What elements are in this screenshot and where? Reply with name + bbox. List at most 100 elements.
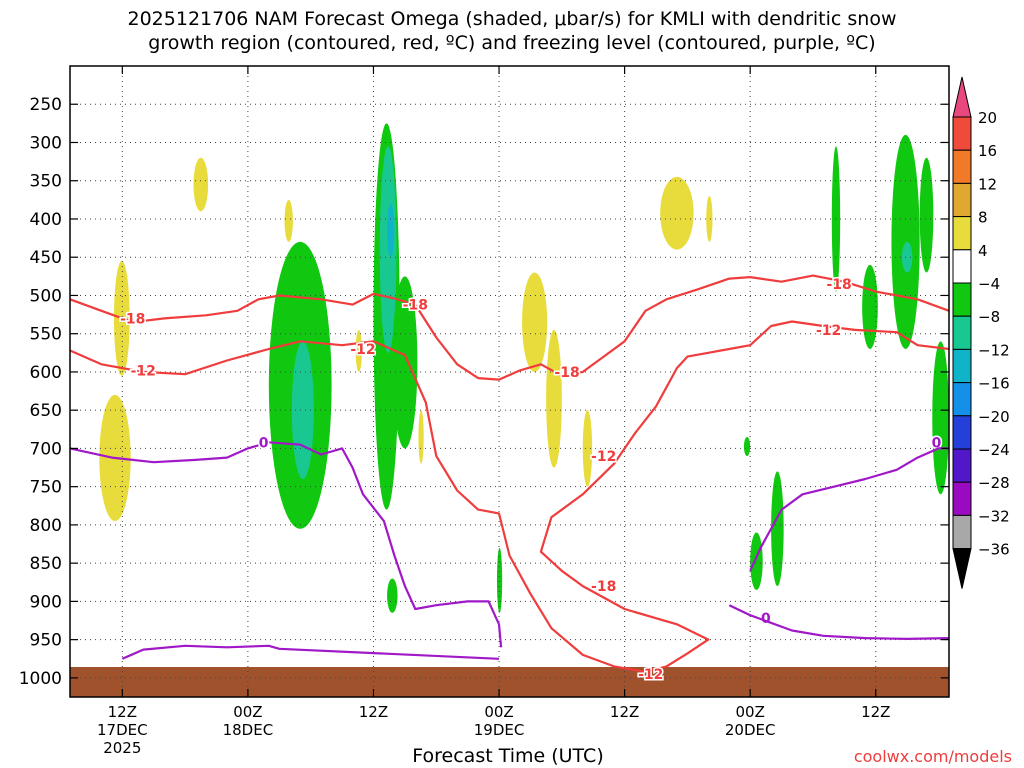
chart-title-line1: 2025121706 NAM Forecast Omega (shaded, μ… — [127, 8, 897, 30]
contour--18 — [69, 274, 950, 381]
omega-region-8 — [379, 146, 397, 353]
omega-region-23 — [862, 264, 878, 349]
colorbar-bin-11 — [952, 481, 972, 516]
x-axis-label: Forecast Time (UTC) — [412, 745, 603, 767]
colorbar-label-7: −12 — [978, 341, 1010, 359]
contour-label--12-0: -12 — [131, 363, 156, 379]
x-tick-label-72-1: 20DEC — [725, 721, 776, 739]
colorbar-label-11: −28 — [978, 474, 1010, 492]
omega-region-16 — [582, 410, 593, 487]
x-tick-label-12-0: 12Z — [108, 703, 137, 721]
colorbar-bin-0 — [952, 116, 972, 151]
colorbar-bin-8 — [952, 382, 972, 417]
y-tick-label-650: 650 — [30, 401, 62, 421]
omega-region-11 — [387, 578, 398, 613]
colorbar-bin-10 — [952, 448, 972, 483]
omega-region-18 — [706, 196, 713, 242]
plot-frame — [69, 65, 950, 698]
x-tick-label-60-0: 12Z — [610, 703, 639, 721]
omega-region-20 — [750, 532, 763, 590]
contour-label--18-0: -18 — [120, 311, 145, 327]
y-tick-label-450: 450 — [30, 248, 62, 268]
omega-region-19 — [743, 436, 751, 457]
contours: -18-18-18-18-18-12-12-12-12-120 00 — [69, 274, 950, 685]
omega-region-17 — [660, 176, 694, 250]
contour-label--18-1: -18 — [403, 298, 428, 314]
colorbar-top-arrow — [952, 76, 972, 118]
omega-region-6 — [355, 329, 362, 372]
contour-label--18-4: -18 — [591, 579, 616, 595]
colorbar-bottom-arrow — [952, 548, 972, 589]
colorbar-label-5: −4 — [978, 275, 1000, 293]
y-tick-label-500: 500 — [30, 286, 62, 306]
chart-title-line2: growth region (contoured, red, ºC) and f… — [148, 32, 876, 54]
colorbar-bin-5 — [952, 282, 972, 317]
omega-region-26 — [919, 157, 934, 273]
x-tick-label-84-0: 12Z — [861, 703, 890, 721]
colorbar-label-8: −16 — [978, 375, 1010, 393]
colorbar-label-13: −36 — [978, 541, 1010, 559]
y-tick-label-550: 550 — [30, 325, 62, 345]
colorbar-label-1: 16 — [978, 142, 997, 160]
omega-region-25 — [901, 241, 913, 273]
omega-region-12 — [418, 410, 424, 464]
y-tick-label-800: 800 — [30, 516, 62, 536]
omega-region-3 — [284, 199, 293, 242]
x-tick-label-48-0: 00Z — [484, 703, 513, 721]
colorbar-label-4: 4 — [978, 242, 988, 260]
credit-text: coolwx.com/models — [854, 747, 1012, 766]
colorbar-label-10: −24 — [978, 441, 1010, 459]
x-tick-label-12-1: 17DEC — [97, 721, 148, 739]
omega-region-14 — [522, 272, 548, 372]
terrain-ground — [70, 667, 949, 697]
x-tick-label-24-1: 18DEC — [223, 721, 274, 739]
contour--12 — [69, 320, 950, 673]
colorbar-label-12: −32 — [978, 507, 1010, 525]
contour-label-0-2: 0 — [761, 611, 771, 627]
colorbar-bin-12 — [952, 514, 972, 550]
y-tick-label-350: 350 — [30, 172, 62, 192]
omega-region-24 — [891, 134, 920, 349]
grid — [70, 66, 949, 697]
x-tick-label-12-2: 2025 — [103, 739, 141, 757]
contour-label--18-3: -18 — [826, 277, 851, 293]
colorbar-bin-4 — [952, 249, 972, 284]
y-tick-label-300: 300 — [30, 133, 62, 153]
omega-region-2 — [193, 157, 209, 212]
x-tick-label-24-0: 00Z — [233, 703, 262, 721]
contour-label-0-0: 0 — [259, 435, 269, 451]
omega-region-15 — [546, 329, 562, 468]
contour-label--18-2: -18 — [554, 365, 579, 381]
omega-region-9 — [387, 203, 395, 258]
omega-region-10 — [392, 276, 418, 449]
x-tick-label-72-0: 00Z — [735, 703, 764, 721]
y-tick-label-1000: 1000 — [19, 669, 62, 689]
colorbar-label-6: −8 — [978, 308, 1000, 326]
y-tick-label-400: 400 — [30, 210, 62, 230]
y-tick-label-700: 700 — [30, 439, 62, 459]
colorbar-bin-1 — [952, 149, 972, 184]
contour-0 — [69, 441, 503, 648]
colorbar-bin-9 — [952, 415, 972, 450]
y-tick-label-900: 900 — [30, 592, 62, 612]
contour-label--12-3: -12 — [816, 323, 841, 339]
colorbar: 20 16 12 8 4 −4 −8 −12 −16 −20 −24 −28 −32 −36 — [952, 76, 1010, 589]
contour-label--12-4: -12 — [638, 667, 663, 683]
omega-region-27 — [932, 341, 950, 495]
colorbar-label-9: −20 — [978, 408, 1010, 426]
colorbar-label-3: 8 — [978, 209, 988, 227]
x-tick-label-36-0: 12Z — [359, 703, 388, 721]
colorbar-bin-6 — [952, 315, 972, 350]
x-tick-label-48-1: 19DEC — [474, 721, 525, 739]
omega-region-21 — [771, 471, 784, 587]
y-tick-label-600: 600 — [30, 363, 62, 383]
colorbar-bin-7 — [952, 348, 972, 384]
contour-0c — [121, 644, 500, 660]
y-tick-label-750: 750 — [30, 478, 62, 498]
contour-label--12-2: -12 — [591, 449, 616, 465]
colorbar-label-2: 12 — [978, 175, 997, 193]
y-tick-label-950: 950 — [30, 631, 62, 651]
y-tick-label-850: 850 — [30, 554, 62, 574]
